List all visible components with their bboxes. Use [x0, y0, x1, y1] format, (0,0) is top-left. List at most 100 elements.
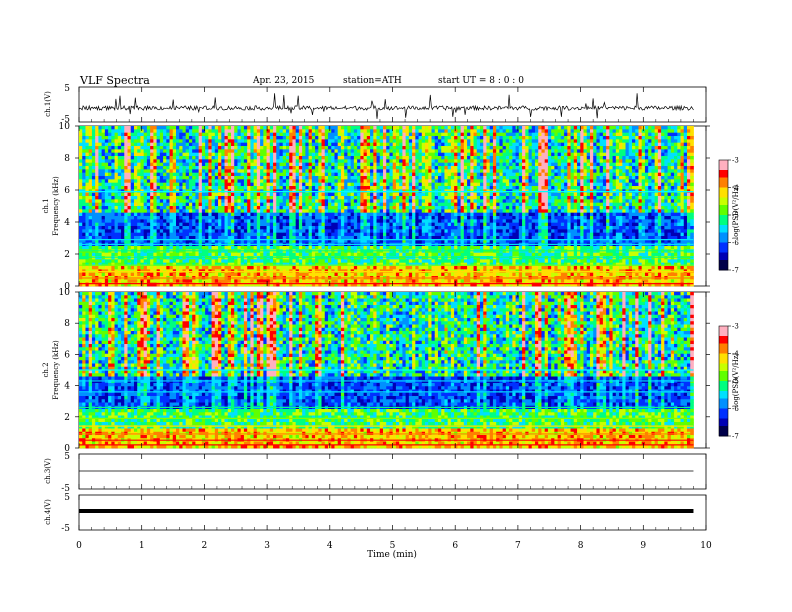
spectrogram-cell [195, 266, 200, 270]
spectrogram-cell [253, 179, 258, 184]
spectrogram-cell [321, 252, 326, 257]
spectrogram-cell [218, 182, 222, 187]
spectrogram-cell [227, 272, 232, 277]
spectrogram-cell [328, 196, 332, 200]
spectrogram-cell [98, 132, 103, 137]
spectrogram-cell [163, 179, 167, 184]
spectrogram-cell [392, 169, 397, 174]
spectrogram-cell [146, 196, 151, 200]
spectrogram-cell [311, 136, 316, 140]
spectrogram-cell [182, 162, 187, 167]
spectrogram-cell [221, 126, 225, 130]
spectrogram-cell [347, 279, 352, 284]
spectrogram-cell [285, 212, 290, 217]
spectrogram-cell [140, 272, 145, 277]
spectrogram-cell [340, 139, 345, 144]
spectrogram-cell [308, 169, 313, 174]
spectrogram-cell [315, 159, 319, 164]
spectrogram-cell [192, 186, 196, 190]
spectrogram-cell [214, 219, 219, 224]
spectrogram-cell [412, 176, 416, 180]
spectrogram-cell [282, 259, 287, 264]
spectrogram-cell [324, 182, 329, 187]
spectrogram-cell [386, 139, 390, 144]
spectrogram-cell [195, 259, 200, 264]
spectrogram-cell [88, 216, 93, 220]
spectrogram-cell [79, 262, 83, 267]
spectrogram-cell [282, 152, 287, 157]
spectrogram-cell [185, 166, 190, 170]
spectrogram-cell [289, 152, 293, 157]
spectrogram-cell [201, 172, 206, 177]
spectrogram-cell [82, 216, 86, 220]
spectrogram-cell [353, 266, 358, 270]
spectrogram-cell [250, 209, 255, 214]
spectrogram-cell [328, 186, 332, 190]
spectrogram-cell [156, 182, 161, 187]
spectrogram-cell [159, 252, 164, 257]
spectrogram-cell [357, 212, 361, 217]
spectrogram-cell [328, 226, 332, 230]
spectrogram-cell [285, 199, 290, 204]
spectrogram-cell [305, 266, 310, 270]
spectrogram-cell [285, 156, 290, 160]
spectrogram-cell [156, 192, 161, 197]
spectrogram-cell [302, 239, 306, 244]
spectrogram-cell [243, 239, 248, 244]
spectrogram-cell [331, 246, 335, 250]
spectrogram-cell [234, 162, 238, 167]
spectrogram-cell [176, 206, 180, 210]
spectrogram-cell [395, 132, 400, 137]
spectrogram-cell [117, 282, 122, 287]
spectrogram-cell [408, 252, 413, 257]
spectrogram-cell [218, 156, 222, 160]
spectrogram-cell [150, 182, 154, 187]
spectrogram-cell [240, 182, 245, 187]
spectrogram-cell [218, 216, 222, 220]
spectrogram-cell [237, 229, 242, 234]
spectrogram-cell [253, 246, 258, 250]
spectrogram-cell [289, 202, 293, 207]
spectrogram-cell [79, 232, 83, 237]
spectrogram-cell [185, 239, 190, 244]
spectrogram-cell [340, 149, 345, 154]
spectrogram-cell [130, 246, 135, 250]
spectrogram-cell [218, 126, 222, 130]
spectrogram-cell [111, 186, 115, 190]
spectrogram-cell [395, 169, 400, 174]
spectrogram-cell [237, 252, 242, 257]
spectrogram-cell [130, 239, 135, 244]
spectrogram-cell [130, 219, 135, 224]
spectrogram-cell [383, 209, 387, 214]
spectrogram-cell [289, 172, 293, 177]
spectrogram-cell [237, 136, 242, 140]
spectrogram-cell [211, 236, 216, 240]
spectrogram-cell [185, 152, 190, 157]
spectrogram-cell [399, 212, 403, 217]
spectrogram-cell [163, 252, 167, 257]
spectrogram-cell [318, 152, 322, 157]
spectrogram-cell [205, 272, 209, 277]
spectrogram-cell [331, 252, 335, 257]
spectrogram-cell [185, 246, 190, 250]
spectrogram-cell [289, 162, 293, 167]
spectrogram-cell [363, 142, 368, 147]
spectrogram-cell [298, 216, 303, 220]
spectrogram-cell [408, 139, 413, 144]
spectrogram-cell [85, 272, 90, 277]
spectrogram-cell [366, 156, 371, 160]
spectrogram-cell [143, 132, 148, 137]
spectrogram-cell [253, 152, 258, 157]
spectrogram-cell [121, 146, 125, 150]
spectrogram-cell [182, 136, 187, 140]
spectrogram-cell [321, 146, 326, 150]
spectrogram-cell [91, 266, 96, 270]
spectrogram-cell [308, 172, 313, 177]
spectrogram-cell [237, 192, 242, 197]
spectrogram-cell [370, 226, 374, 230]
spectrogram-cell [159, 176, 164, 180]
spectrogram-cell [399, 139, 403, 144]
spectrogram-cell [176, 149, 180, 154]
spectrogram-cell [198, 142, 203, 147]
spectrogram-cell [137, 216, 141, 220]
